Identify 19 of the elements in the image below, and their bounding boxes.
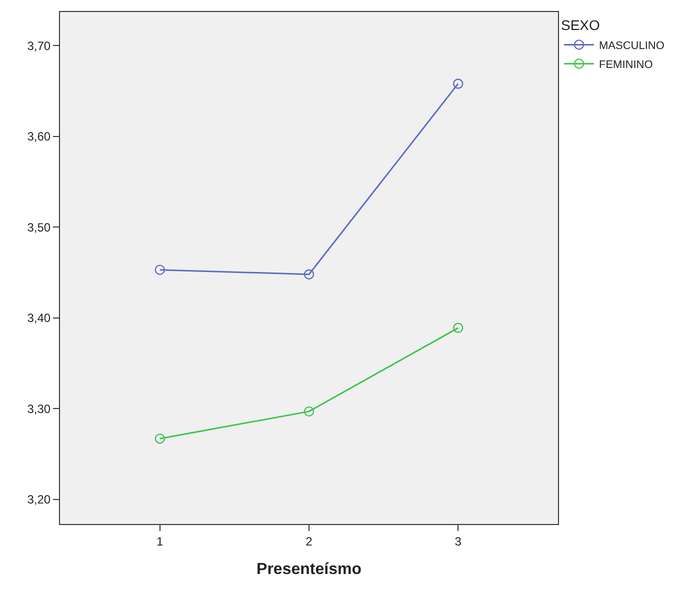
point: [304, 269, 314, 280]
point: [304, 406, 314, 417]
y-tick-label: 3,40: [27, 311, 51, 326]
point: [154, 434, 165, 444]
y-tick-label: 3,30: [27, 402, 51, 416]
x-tick-label: 1: [156, 534, 164, 548]
legend-label: FEMININO: [599, 58, 654, 71]
legend-title: SEXO: [561, 17, 600, 34]
y-tick-label: 3,20: [27, 492, 51, 507]
x-tick-label: 2: [306, 534, 313, 548]
y-tick-label: 3,50: [27, 220, 51, 234]
y-tick-label: 3,60: [27, 130, 51, 144]
legend-label: MASCULINO: [599, 40, 665, 52]
point: [453, 322, 464, 334]
point: [453, 78, 464, 89]
point: [154, 264, 165, 275]
x-tick-label: 3: [454, 534, 462, 548]
x-axis-title: Presenteísmo: [256, 561, 362, 578]
y-tick-label: 3,70: [27, 38, 51, 53]
